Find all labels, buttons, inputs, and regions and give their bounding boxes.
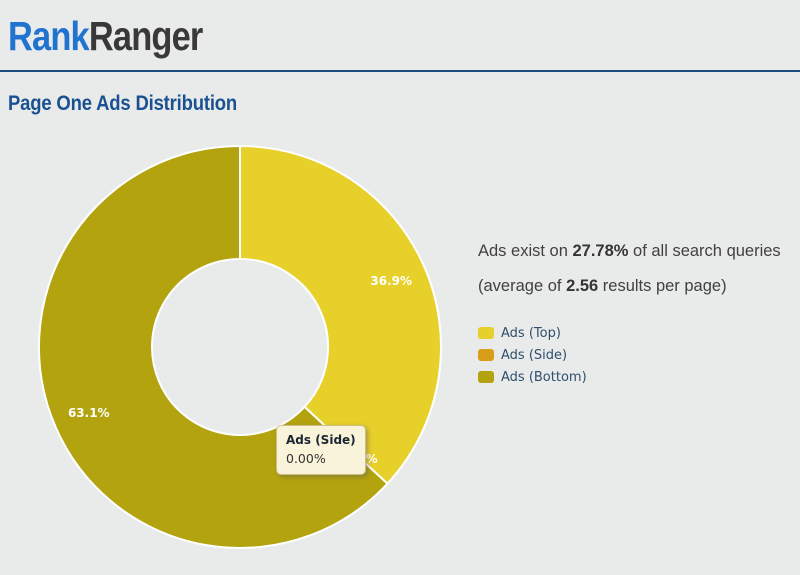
pie-label-ads-bottom: 63.1%	[68, 406, 110, 420]
legend-swatch-ads-side	[478, 349, 494, 361]
tooltip-value: 0.00%	[286, 451, 326, 466]
tooltip-series-name: Ads (Side)	[286, 433, 356, 447]
chart-legend: Ads (Top) Ads (Side) Ads (Bottom)	[478, 322, 587, 388]
summary-text: Ads exist on 27.78% of all search querie…	[478, 234, 798, 304]
page-title: Page One Ads Distribution	[8, 92, 238, 115]
logo-text-ranger: Ranger	[88, 13, 203, 59]
chart-tooltip: Ads (Side) 0.00%	[276, 425, 366, 475]
summary-line-1: Ads exist on 27.78% of all search querie…	[478, 242, 781, 260]
ads-exist-percent: 27.78%	[572, 242, 629, 260]
summary-line-2: (average of 2.56 results per page)	[478, 277, 727, 295]
legend-label-ads-top: Ads (Top)	[501, 325, 561, 341]
logo-text-rank: Rank	[8, 13, 90, 59]
avg-results-per-page: 2.56	[566, 277, 599, 295]
pie-label-ads-top: 36.9%	[370, 274, 412, 288]
legend-swatch-ads-top	[478, 327, 494, 339]
legend-label-ads-side: Ads (Side)	[501, 347, 568, 363]
legend-swatch-ads-bottom	[478, 371, 494, 383]
legend-item-ads-bottom[interactable]: Ads (Bottom)	[478, 366, 587, 388]
legend-item-ads-top[interactable]: Ads (Top)	[478, 322, 587, 344]
pie-slice-ads-top[interactable]	[239, 145, 442, 485]
legend-item-ads-side[interactable]: Ads (Side)	[478, 344, 587, 366]
rankranger-logo[interactable]: RankRanger	[8, 13, 203, 59]
legend-label-ads-bottom: Ads (Bottom)	[501, 369, 587, 385]
header: RankRanger	[0, 0, 800, 72]
